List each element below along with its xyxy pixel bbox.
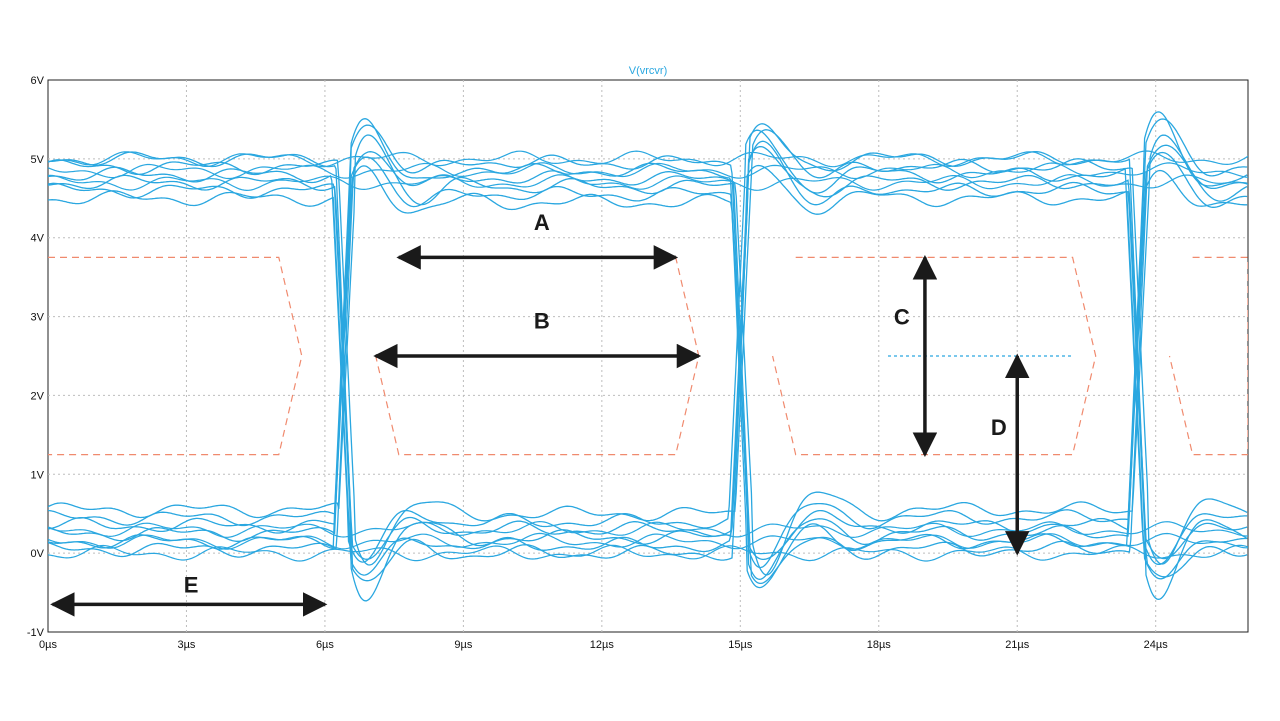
y-tick-label: 1V [31, 469, 45, 481]
y-tick-label: 0V [31, 548, 45, 560]
eye-trace [48, 165, 1248, 561]
annotation-label-e: E [184, 573, 199, 598]
y-tick-label: 3V [31, 312, 45, 324]
y-tick-labels: -1V 0V 1V 2V 3V 4V 5V 6V [27, 75, 45, 639]
eye-trace [48, 144, 1248, 585]
eye-traces [48, 111, 1248, 602]
eye-trace [48, 532, 1248, 550]
eye-trace [48, 162, 1248, 180]
y-tick-label: 5V [31, 154, 45, 166]
y-tick-label: 4V [31, 233, 45, 245]
annotation-label-d: D [991, 415, 1007, 440]
y-tick-label: 2V [31, 390, 45, 402]
eye-mask [1168, 256, 1248, 456]
x-tick-label: 6µs [316, 639, 334, 651]
eye-trace [48, 520, 1248, 539]
annotation-label-b: B [534, 309, 550, 334]
x-tick-label: 24µs [1144, 639, 1169, 651]
x-tick-label: 0µs [39, 639, 57, 651]
x-tick-label: 12µs [590, 639, 615, 651]
annotation-label-a: A [534, 210, 550, 235]
x-tick-label: 3µs [177, 639, 195, 651]
annotation-label-c: C [894, 305, 910, 330]
x-tick-label: 15µs [728, 639, 753, 651]
x-tick-label: 9µs [454, 639, 472, 651]
y-tick-label: 6V [31, 75, 45, 87]
y-tick-label: -1V [27, 627, 45, 639]
eye-trace [48, 544, 1248, 562]
eye-mask [48, 256, 303, 456]
eye-trace [48, 173, 1248, 192]
chart-title: V(vrcvr) [629, 65, 668, 77]
x-tick-labels: 0µs 3µs 6µs 9µs 12µs 15µs 18µs 21µs 24µs [39, 639, 1168, 651]
eye-trace [48, 129, 1248, 566]
x-tick-label: 18µs [867, 639, 892, 651]
annotations: A B C D E [50, 210, 1030, 617]
eye-trace [48, 134, 1248, 576]
eye-trace [48, 140, 1248, 602]
eye-trace [48, 150, 1248, 168]
eye-trace [48, 164, 1248, 580]
x-tick-label: 21µs [1005, 639, 1030, 651]
eye-mask [772, 256, 1097, 456]
